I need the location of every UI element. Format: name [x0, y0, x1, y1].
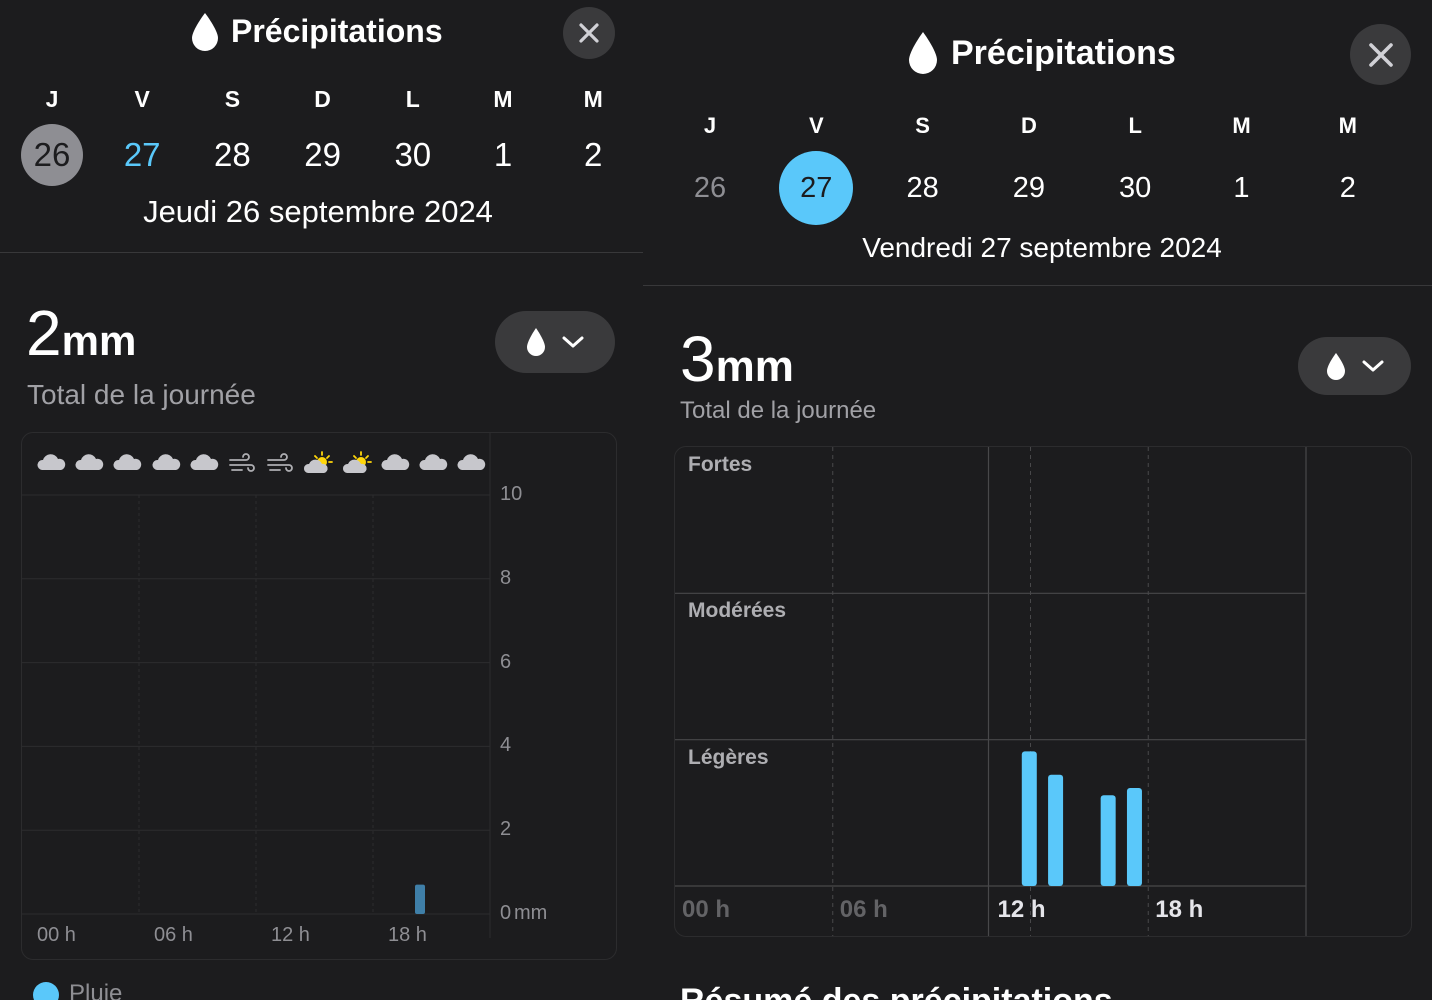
raindrop-icon — [190, 11, 220, 58]
day-button-27[interactable]: 27 — [123, 136, 161, 173]
precipitation-chart: 10 8 6 4 2 0 mm 00 h 06 h 12 h 18 h — [21, 432, 617, 960]
daily-total-label: Total de la journée — [680, 397, 877, 424]
day-letter: D — [314, 86, 331, 112]
y-tick-label: 4 — [500, 734, 512, 757]
chevron-down-icon — [562, 336, 584, 348]
x-tick-label: 00 h — [37, 924, 76, 946]
cloud-icon — [112, 451, 142, 480]
day-letter: M — [1338, 113, 1357, 138]
precip-bar — [1126, 787, 1142, 886]
precipitation-chart: Fortes Modérées Légères 00 h 06 h 12 h 18 h — [674, 446, 1412, 937]
header: Précipitations J 26 V 27 S 28 D 29 L 30 M 1 M 2 Jeudi… — [0, 0, 643, 252]
day-letter: J — [703, 113, 717, 138]
partly-sunny-icon — [342, 451, 372, 480]
day-button-27[interactable]: 27 — [779, 151, 854, 225]
raindrop-icon — [527, 328, 545, 356]
day-button-2[interactable]: 2 — [584, 136, 603, 173]
day-button-28[interactable]: 28 — [214, 136, 251, 173]
day-button-30[interactable]: 30 — [1119, 171, 1152, 204]
precip-bar — [415, 884, 425, 914]
daily-total: 2mm — [26, 296, 136, 370]
precip-bar — [1021, 751, 1037, 886]
y-tick-label: 10 — [500, 483, 523, 505]
legend-swatch — [33, 982, 59, 1000]
day-letter: D — [1020, 113, 1037, 138]
x-tick-label: 06 h — [839, 896, 888, 923]
intensity-label: Modérées — [688, 599, 787, 623]
precipitation-chart-plot — [675, 447, 1307, 936]
cloud-icon — [380, 451, 410, 480]
day-letter: S — [224, 86, 241, 112]
cloud-icon — [36, 451, 66, 480]
precipitation-chart-plot — [22, 433, 491, 938]
raindrop-icon — [1326, 353, 1345, 380]
day-letter: V — [134, 86, 150, 112]
cloud-icon — [74, 451, 104, 480]
metric-selector-button[interactable] — [1298, 337, 1411, 395]
close-icon — [1368, 42, 1393, 67]
selected-date-label: Jeudi 26 septembre 2024 — [143, 194, 493, 229]
precip-bar — [1048, 774, 1064, 886]
y-tick-label: 2 — [500, 818, 512, 841]
daily-total-value: 3 — [680, 323, 716, 395]
x-tick-label: 18 h — [388, 924, 427, 946]
intensity-label: Fortes — [688, 453, 753, 476]
wind-icon — [265, 451, 295, 480]
y-tick-label: 0 — [500, 902, 512, 924]
day-letter: J — [45, 86, 59, 112]
day-button-29[interactable]: 29 — [1012, 171, 1046, 204]
daily-total-label: Total de la journée — [27, 379, 256, 410]
close-icon — [579, 23, 599, 43]
x-tick-label: 00 h — [682, 896, 731, 923]
precip-bar — [1100, 795, 1116, 886]
x-tick-label: 06 h — [154, 924, 193, 946]
page-title: Précipitations — [951, 34, 1176, 72]
daily-total-unit: mm — [715, 342, 794, 391]
day-letter: M — [1232, 113, 1251, 138]
day-letter: L — [405, 86, 420, 112]
day-button-29[interactable]: 29 — [304, 136, 341, 173]
day-letter: M — [493, 86, 513, 112]
x-tick-label: 12 h — [271, 924, 310, 946]
day-button-1[interactable]: 1 — [1233, 171, 1250, 204]
cloud-icon — [456, 451, 486, 480]
daily-total-unit: mm — [61, 317, 137, 364]
y-tick-label: 8 — [500, 566, 512, 589]
selected-date-label: Vendredi 27 septembre 2024 — [862, 232, 1222, 263]
day-button-2[interactable]: 2 — [1339, 171, 1356, 204]
legend-label: Pluie — [69, 980, 123, 1000]
close-button[interactable] — [563, 7, 615, 59]
intensity-label: Légères — [688, 745, 769, 769]
cloud-icon — [418, 451, 448, 480]
day-letter: L — [1128, 113, 1142, 138]
partly-sunny-icon — [303, 451, 334, 480]
x-tick-label: 18 h — [1155, 896, 1204, 923]
day-button-26[interactable]: 26 — [21, 124, 83, 186]
precipitation-panel-day-27: Précipitations J 26 V 27 S 28 D 29 L 30 M 1 M 2 Vendr… — [643, 0, 1432, 1000]
x-tick-label: 12 h — [997, 896, 1046, 923]
summary-heading: Résumé des précipitations — [680, 982, 1113, 1000]
daily-total: 3mm — [680, 322, 794, 396]
raindrop-icon — [907, 30, 939, 81]
day-button-28[interactable]: 28 — [906, 171, 939, 204]
chevron-down-icon — [1362, 360, 1383, 372]
page-title: Précipitations — [231, 13, 443, 49]
day-button-1[interactable]: 1 — [493, 136, 513, 173]
cloud-icon — [151, 451, 181, 480]
precipitation-panel-day-26: Précipitations J 26 V 27 S 28 D 29 L 30 M 1 M 2 Jeudi… — [0, 0, 643, 1000]
day-letter: S — [915, 113, 930, 138]
day-button-30[interactable]: 30 — [394, 136, 432, 173]
header-divider — [0, 252, 643, 253]
metric-selector-button[interactable] — [495, 311, 615, 373]
day-letter: V — [808, 113, 824, 138]
y-unit-label: mm — [514, 902, 548, 924]
daily-total-value: 2 — [26, 297, 62, 369]
day-letter: M — [583, 86, 603, 112]
y-tick-label: 6 — [500, 650, 512, 673]
cloud-icon — [189, 451, 219, 480]
header-divider — [643, 285, 1432, 286]
day-button-26[interactable]: 26 — [693, 171, 727, 204]
close-button[interactable] — [1350, 24, 1411, 85]
wind-icon — [227, 451, 257, 480]
